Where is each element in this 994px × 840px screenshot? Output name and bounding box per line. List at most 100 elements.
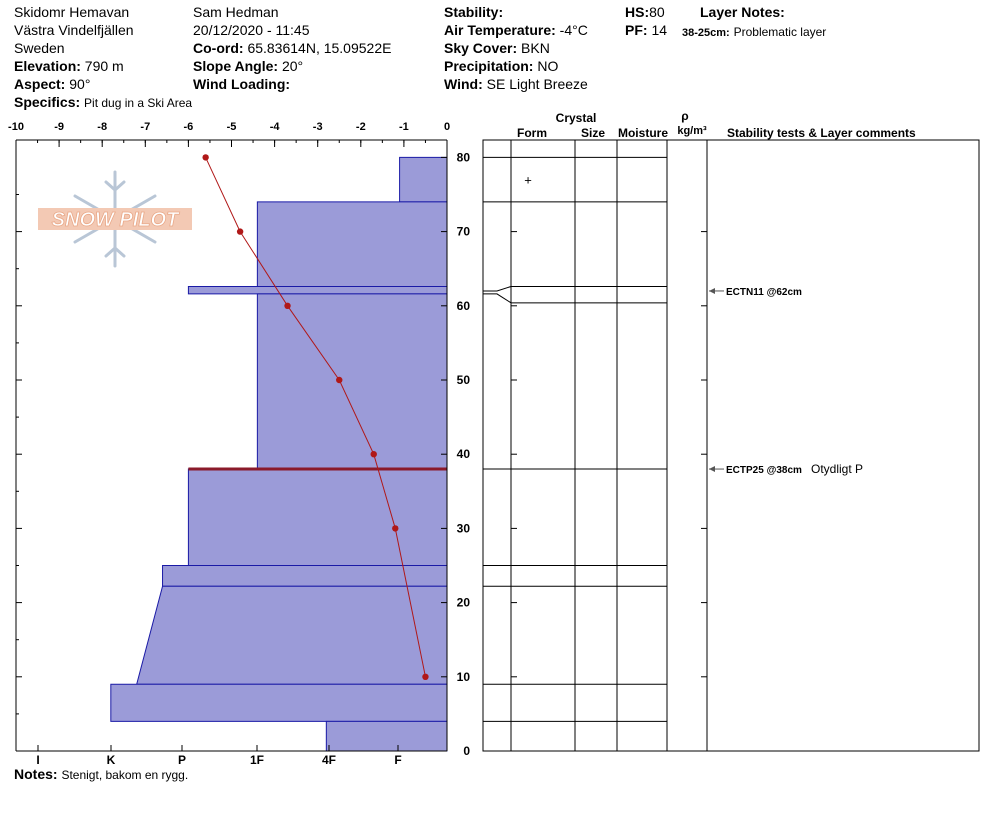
temperature-point	[284, 302, 291, 309]
coord: Co-ord: 65.83614N, 15.09522E	[193, 40, 391, 56]
slope-value: 20°	[281, 58, 304, 74]
elevation-label: Elevation:	[14, 58, 81, 74]
wind-loading: Wind Loading:	[193, 76, 290, 92]
hardness-layer-0	[399, 156, 448, 203]
hardness-tick-label: P	[178, 753, 186, 767]
aspect: Aspect: 90°	[14, 76, 90, 92]
precipitation: Precipitation: NO	[444, 58, 558, 74]
hardness-layer-5	[162, 565, 448, 587]
temperature-point	[236, 228, 244, 235]
notes: Notes: Stenigt, bakom en rygg.	[14, 766, 188, 783]
notes-label: Notes:	[14, 766, 58, 782]
sky-value: BKN	[521, 40, 550, 56]
temperature-point	[202, 154, 209, 161]
temp-tick-label: -4	[270, 121, 281, 133]
depth-tick-label: 20	[457, 596, 471, 610]
temperature-point	[336, 376, 343, 384]
header-moisture: Moisture	[618, 126, 668, 140]
slope-label: Slope Angle:	[193, 58, 279, 74]
hardness-layer-8	[325, 720, 448, 752]
hardness-tick-label: 4F	[322, 753, 336, 767]
stability-test-comment: Otydligt P	[811, 462, 863, 476]
snowpilot-logo: SNOW PILOT	[38, 170, 192, 268]
layer-note: 38-25cm: Problematic layer	[682, 23, 826, 41]
location: Skidomr Hemavan	[14, 4, 130, 20]
temp-tick-label: -7	[140, 121, 150, 133]
pf-value: 14	[651, 22, 668, 38]
wind: Wind: SE Light Breeze	[444, 76, 588, 92]
hardness-layer-6	[136, 585, 448, 685]
temp-tick-label: -9	[54, 121, 64, 133]
aspect-value: 90°	[69, 76, 91, 92]
notes-value: Stenigt, bakom en rygg.	[61, 768, 189, 782]
table-content: + ECTN11 @62cm ECTP25 @38cm Otydligt P	[483, 156, 863, 722]
observer: Sam Hedman	[193, 4, 279, 20]
pf: PF: 14	[625, 22, 667, 38]
hardness-layer-7	[110, 683, 448, 722]
depth-tick-label: 30	[457, 521, 471, 535]
specifics-label: Specifics:	[14, 94, 81, 110]
temp-tick-label: -8	[97, 121, 107, 133]
header-form: Form	[517, 126, 547, 140]
header-density-unit: kg/m³	[677, 125, 707, 137]
depth-tick-label: 80	[457, 150, 471, 164]
precip-label: Precipitation:	[444, 58, 534, 74]
depth-tick-label: 0	[463, 744, 470, 758]
slope-angle: Slope Angle: 20°	[193, 58, 303, 74]
sky-cover: Sky Cover: BKN	[444, 40, 550, 56]
stability-test-label: ECTN11 @62cm	[726, 287, 802, 298]
air-temp-value: -4°C	[559, 22, 588, 38]
table-headers: Crystal Form Size Moisture ρ kg/m³ Stabi…	[517, 109, 916, 140]
hardness-layer-3	[256, 293, 448, 470]
hardness-tick-label: F	[394, 753, 401, 767]
layer-note-text: Problematic layer	[733, 25, 827, 39]
hs-value: 80	[649, 4, 665, 20]
datetime: 20/12/2020 - 11:45	[193, 22, 310, 38]
header-rho: ρ	[681, 109, 688, 123]
stability-arrow-head	[709, 466, 715, 473]
temperature-profile	[202, 154, 429, 680]
temp-tick-label: -2	[356, 121, 366, 133]
stability-label: Stability:	[444, 4, 504, 20]
elevation-value: 790 m	[84, 58, 124, 74]
depth-tick-label: 60	[457, 299, 471, 313]
depth-tick-label: 50	[457, 373, 471, 387]
hardness-layer-4	[187, 468, 448, 566]
stability-arrow-head	[709, 287, 715, 294]
layer-connector	[483, 286, 512, 292]
layer-notes-label: Layer Notes:	[700, 4, 785, 20]
hardness-layers	[110, 156, 448, 752]
pf-label: PF:	[625, 22, 648, 38]
stability-test-label: ECTP25 @38cm	[726, 465, 802, 476]
temp-tick-label: 0	[444, 121, 450, 133]
air-temp-label: Air Temperature:	[444, 22, 556, 38]
depth-tick-label: 10	[457, 670, 471, 684]
temperature-point	[422, 673, 429, 680]
hardness-tick-label: I	[36, 753, 39, 767]
air-temperature: Air Temperature: -4°C	[444, 22, 588, 38]
country: Sweden	[14, 40, 65, 56]
hs-label: HS:	[625, 4, 650, 20]
wind-label: Wind:	[444, 76, 483, 92]
hardness-tick-label: K	[107, 753, 116, 767]
hardness-tick-label: 1F	[250, 753, 264, 767]
region: Västra Vindelfjällen	[14, 22, 134, 38]
logo-text: SNOW PILOT	[52, 209, 180, 231]
axes: -10 -9 -8 -7 -6 -5 -4 -3 -2 -1 001020304050607080I…	[8, 121, 470, 767]
layer-note-range: 38-25cm:	[682, 27, 730, 39]
specifics: Specifics: Pit dug in a Ski Area	[14, 94, 192, 111]
temp-tick-label: -1	[399, 121, 409, 133]
wind-loading-label: Wind Loading:	[193, 76, 291, 92]
specifics-value: Pit dug in a Ski Area	[84, 96, 193, 110]
header-size: Size	[581, 126, 605, 140]
elevation: Elevation: 790 m	[14, 58, 124, 74]
temp-tick-label: -3	[313, 121, 323, 133]
stability: Stability:	[444, 4, 503, 20]
temperature-point	[370, 451, 377, 458]
depth-tick-label: 70	[457, 225, 471, 239]
hardness-layer-2	[187, 286, 448, 295]
temp-tick-label: -5	[227, 121, 237, 133]
hardness-layer-1	[256, 201, 448, 288]
precip-value: NO	[537, 58, 559, 74]
